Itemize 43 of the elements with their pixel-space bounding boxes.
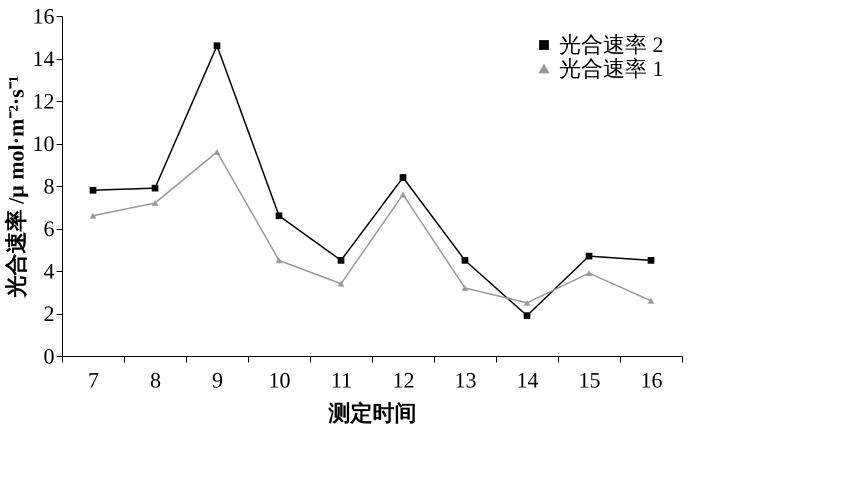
point bbox=[152, 184, 158, 192]
point bbox=[648, 257, 654, 264]
x-tick-label: 11 bbox=[330, 368, 352, 392]
point bbox=[586, 252, 592, 260]
x-tick-label: 13 bbox=[454, 368, 476, 392]
y-tick-label: 2 bbox=[44, 301, 54, 326]
point bbox=[90, 212, 96, 219]
point bbox=[276, 212, 282, 220]
x-tick-label: 15 bbox=[578, 368, 600, 392]
point bbox=[524, 312, 530, 319]
point bbox=[214, 42, 220, 50]
point bbox=[586, 270, 592, 276]
y-tick-label: 0 bbox=[44, 344, 54, 368]
x-axis-title: 测定时间 bbox=[328, 400, 416, 426]
point bbox=[276, 257, 282, 264]
y-tick-label: 16 bbox=[32, 4, 54, 28]
point bbox=[648, 298, 654, 304]
x-tick-label: 12 bbox=[392, 368, 414, 392]
point bbox=[338, 280, 344, 287]
x-tick-label: 10 bbox=[268, 368, 290, 392]
y-tick-label: 12 bbox=[32, 88, 54, 114]
x-tick-label: 8 bbox=[150, 368, 161, 392]
point bbox=[462, 257, 468, 264]
y-tick-label: 4 bbox=[44, 258, 54, 284]
point bbox=[462, 285, 468, 291]
y-tick-label: 10 bbox=[32, 131, 54, 156]
point bbox=[400, 192, 406, 198]
point bbox=[90, 186, 96, 194]
y-axis-title: 光合速率 /μ mol·m⁻²·s⁻¹ bbox=[4, 76, 28, 298]
x-tick-label: 14 bbox=[516, 368, 538, 392]
point bbox=[152, 200, 158, 206]
x-tick-label: 16 bbox=[640, 368, 662, 392]
x-tick-label: 9 bbox=[212, 368, 223, 392]
point bbox=[214, 149, 220, 155]
y-tick-label: 6 bbox=[44, 216, 54, 241]
legend-label: 光合速率 2 bbox=[559, 32, 664, 57]
legend-label: 光合速率 1 bbox=[559, 56, 664, 81]
point bbox=[338, 257, 344, 264]
x-tick-label: 7 bbox=[88, 368, 99, 392]
y-tick-label: 14 bbox=[32, 46, 54, 71]
point bbox=[400, 174, 406, 181]
y-tick-label: 8 bbox=[44, 174, 54, 198]
point bbox=[524, 300, 530, 306]
